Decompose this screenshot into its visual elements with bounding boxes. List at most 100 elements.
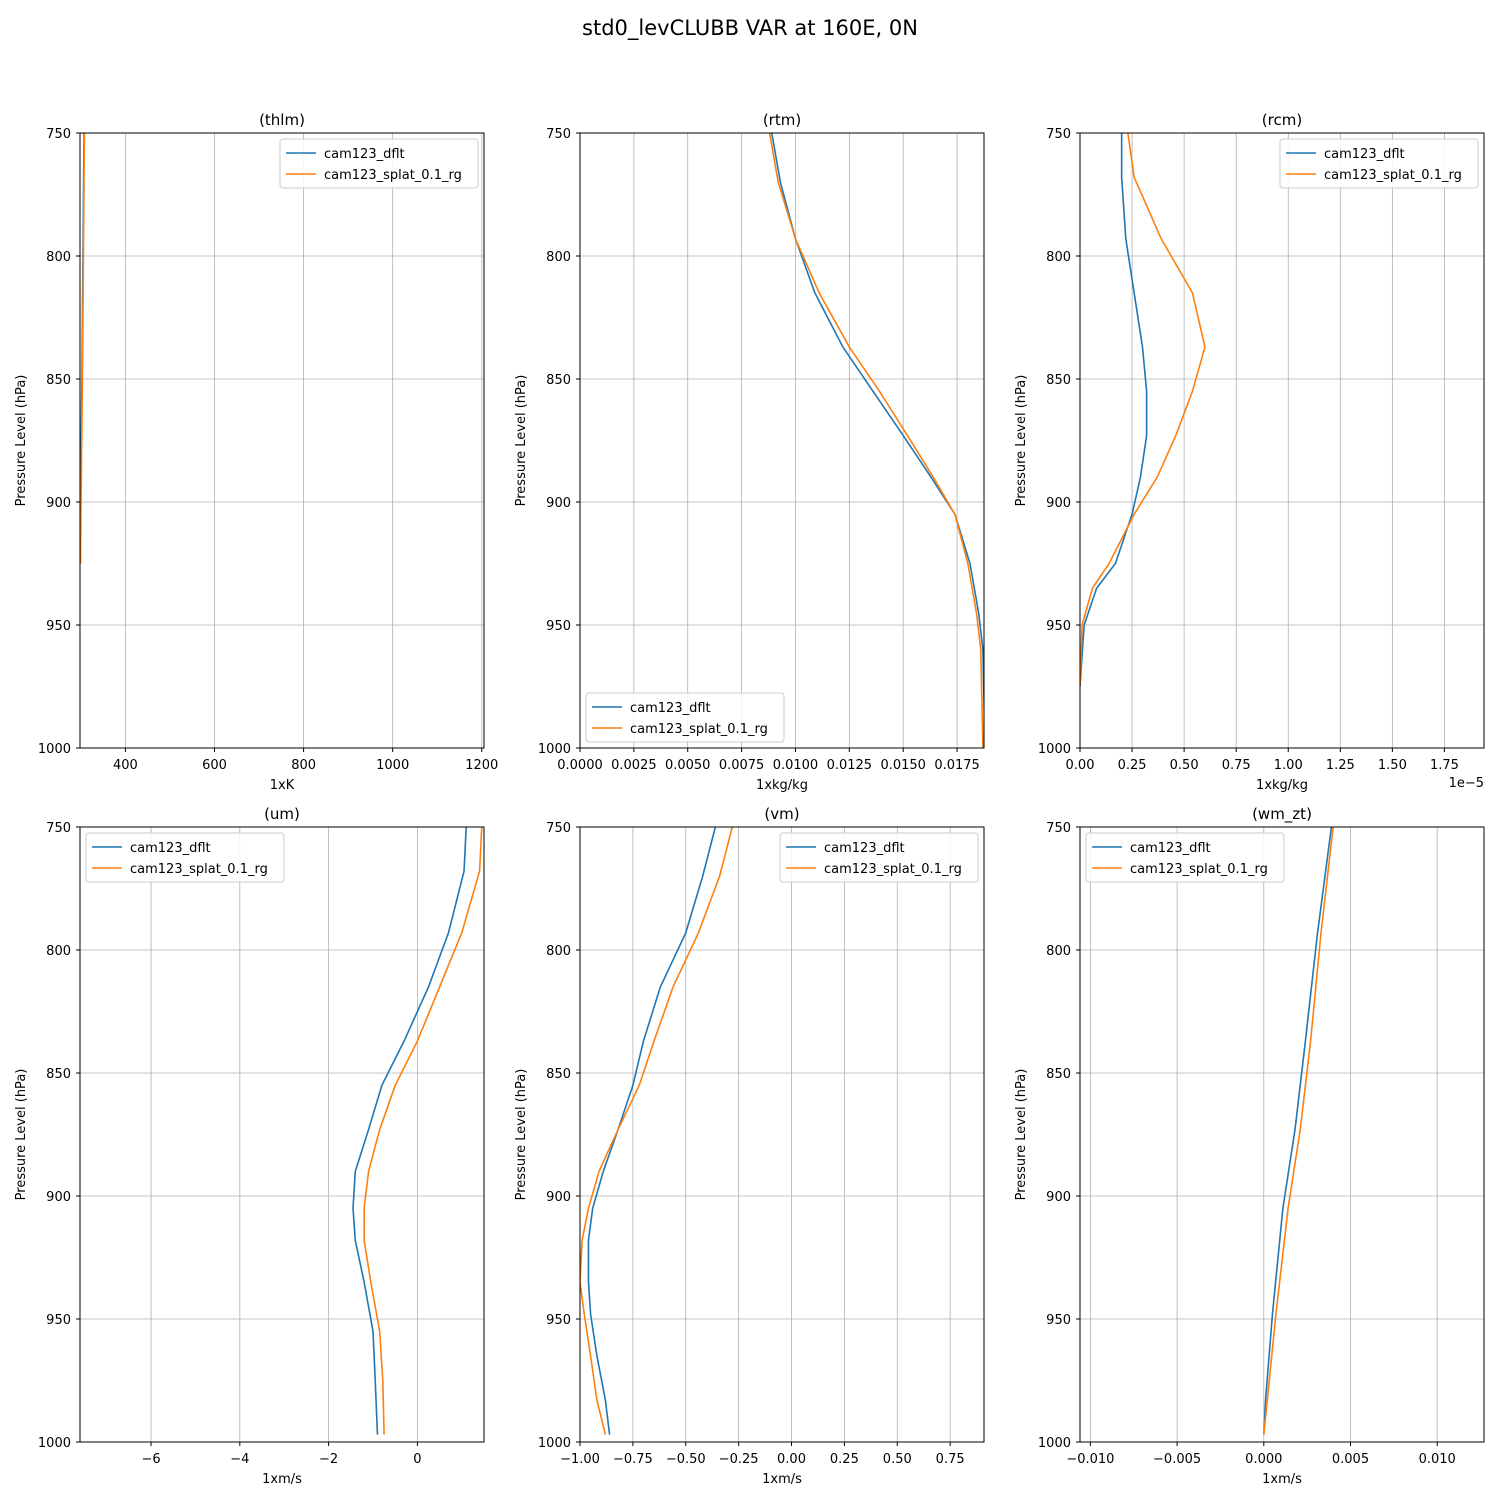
y-tick-label: 800 — [1046, 250, 1071, 265]
y-tick-label: 750 — [46, 821, 71, 836]
panel-title: (rtm) — [763, 111, 801, 129]
x-tick-label: 0.010 — [1419, 1452, 1456, 1467]
legend: cam123_dflt cam123_splat_0.1_rg — [779, 832, 979, 883]
legend: cam123_dflt cam123_splat_0.1_rg — [85, 832, 285, 883]
panel-title: (um) — [264, 805, 300, 823]
axes-frame — [579, 132, 985, 749]
x-tick-label: 1.25 — [1326, 758, 1355, 773]
series-line-cam123-splat-0-1-rg — [580, 827, 734, 1435]
y-tick-label: 800 — [546, 250, 571, 265]
legend: cam123_dflt cam123_splat_0.1_rg — [585, 692, 785, 743]
legend-label: cam123_dflt — [1130, 841, 1211, 856]
y-axis-label: Pressure Level (hPa) — [14, 1069, 29, 1201]
y-tick-label: 850 — [1046, 1067, 1071, 1082]
legend-box — [585, 692, 785, 743]
x-axis-label: 1xm/s — [1262, 1472, 1302, 1487]
x-axis-label: 1xkg/kg — [1256, 778, 1308, 793]
x-tick-label: 0.0050 — [665, 758, 711, 773]
legend-label: cam123_dflt — [630, 701, 711, 716]
axes-frame — [79, 132, 485, 749]
x-tick-label: 0.00 — [1066, 758, 1095, 773]
y-tick-label: 750 — [46, 127, 71, 142]
legend-label: cam123_splat_0.1_rg — [1130, 862, 1268, 877]
chart-panel-5: −1.00 −0.75 −0.50 −0.25 0.00 0.25 0.50 0.75 750 8… — [514, 805, 985, 1487]
y-tick-label: 750 — [546, 127, 571, 142]
legend-label: cam123_dflt — [1324, 147, 1405, 162]
y-tick-label: 1000 — [38, 742, 71, 757]
y-tick-label: 950 — [1046, 619, 1071, 634]
x-tick-label: 0.0150 — [880, 758, 926, 773]
chart-panel-4: −6 −4 −2 0 750 800 850 900 950 1000 (um) 1xm/s Press… — [14, 805, 485, 1487]
legend-label: cam123_splat_0.1_rg — [1324, 168, 1462, 183]
x-tick-label: 0.0100 — [773, 758, 819, 773]
y-tick-label: 950 — [546, 1313, 571, 1328]
y-tick-label: 800 — [46, 944, 71, 959]
y-tick-label: 850 — [46, 1067, 71, 1082]
x-tick-label: 0.0175 — [934, 758, 980, 773]
y-tick-label: 950 — [46, 619, 71, 634]
legend-box — [1085, 832, 1285, 883]
y-tick-label: 900 — [1046, 1190, 1071, 1205]
chart-panel-1: 400 600 800 1000 1200 750 800 850 900 950 1000 (thl… — [14, 111, 498, 793]
legend: cam123_dflt cam123_splat_0.1_rg — [1085, 832, 1285, 883]
x-tick-label: −2 — [319, 1452, 338, 1467]
y-tick-label: 1000 — [538, 1436, 571, 1451]
panel-title: (rcm) — [1262, 111, 1302, 129]
y-tick-label: 800 — [546, 944, 571, 959]
legend-label: cam123_dflt — [824, 841, 905, 856]
legend: cam123_dflt cam123_splat_0.1_rg — [1279, 138, 1479, 189]
legend: cam123_dflt cam123_splat_0.1_rg — [279, 138, 479, 189]
y-tick-label: 750 — [546, 821, 571, 836]
legend-box — [779, 832, 979, 883]
legend-label: cam123_splat_0.1_rg — [324, 168, 462, 183]
series-line-cam123-dflt — [587, 827, 717, 1435]
series-line-cam123-dflt — [1080, 133, 1148, 687]
series-line-cam123-splat-0-1-rg — [1080, 133, 1206, 687]
y-tick-label: 850 — [546, 373, 571, 388]
series-line-cam123-splat-0-1-rg — [363, 827, 483, 1435]
x-tick-label: 800 — [291, 758, 316, 773]
x-tick-label: 0.005 — [1332, 1452, 1369, 1467]
y-axis-label: Pressure Level (hPa) — [1014, 1069, 1029, 1201]
x-tick-label: 0.0075 — [719, 758, 765, 773]
y-tick-label: 750 — [1046, 127, 1071, 142]
y-tick-label: 950 — [46, 1313, 71, 1328]
series-line-cam123-dflt — [770, 133, 984, 736]
y-tick-label: 950 — [1046, 1313, 1071, 1328]
x-tick-label: 0 — [413, 1452, 421, 1467]
x-tick-label: 400 — [113, 758, 138, 773]
x-axis-label: 1xm/s — [262, 1472, 302, 1487]
y-tick-label: 850 — [1046, 373, 1071, 388]
y-tick-label: 900 — [1046, 496, 1071, 511]
legend-label: cam123_splat_0.1_rg — [824, 862, 962, 877]
x-tick-label: 0.25 — [830, 1452, 859, 1467]
x-tick-label: 0.0000 — [557, 758, 603, 773]
y-tick-label: 850 — [546, 1067, 571, 1082]
series-line-cam123-splat-0-1-rg — [768, 133, 984, 748]
axes-frame — [1079, 826, 1485, 1443]
y-tick-label: 900 — [46, 1190, 71, 1205]
legend-label: cam123_dflt — [324, 147, 405, 162]
x-tick-label: 600 — [202, 758, 227, 773]
x-tick-label: −0.75 — [613, 1452, 653, 1467]
series-line-cam123-splat-0-1-rg — [80, 133, 86, 564]
y-tick-label: 1000 — [38, 1436, 71, 1451]
x-tick-label: 0.0125 — [827, 758, 873, 773]
series-line-cam123-dflt — [352, 827, 468, 1435]
legend-label: cam123_dflt — [130, 841, 211, 856]
x-tick-label: −1.00 — [560, 1452, 600, 1467]
x-tick-label: 1.50 — [1378, 758, 1407, 773]
chart-panel-2: 0.0000 0.0025 0.0050 0.0075 0.0100 0.0125 0.01… — [514, 111, 985, 793]
x-offset-label: 1e−5 — [1449, 776, 1484, 791]
x-tick-label: −0.50 — [666, 1452, 706, 1467]
legend-box — [1279, 138, 1479, 189]
x-tick-label: 0.0025 — [611, 758, 657, 773]
x-tick-label: −6 — [141, 1452, 160, 1467]
figure-title: std0_levCLUBB VAR at 160E, 0N — [582, 16, 918, 40]
x-tick-label: 0.75 — [936, 1452, 965, 1467]
x-tick-label: −0.005 — [1153, 1452, 1201, 1467]
y-tick-label: 900 — [546, 496, 571, 511]
y-axis-label: Pressure Level (hPa) — [514, 1069, 529, 1201]
x-axis-label: 1xK — [270, 778, 295, 793]
y-axis-label: Pressure Level (hPa) — [514, 375, 529, 507]
